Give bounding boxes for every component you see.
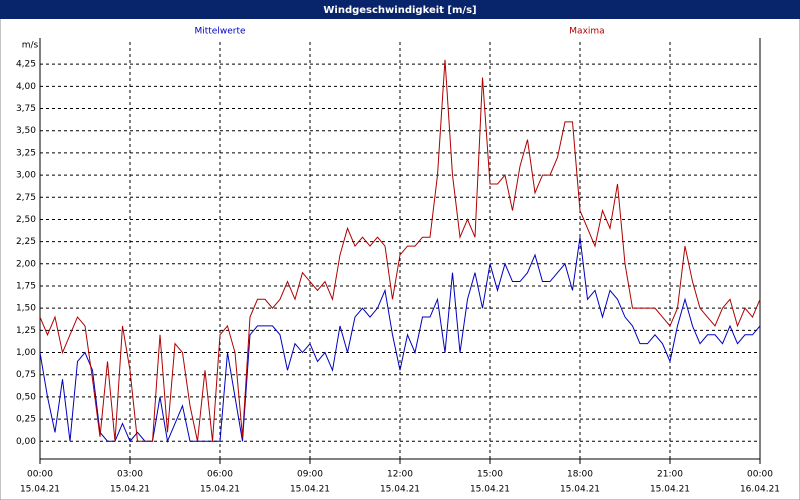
y-tick-label: 0,25	[16, 415, 36, 425]
series-line	[39, 59, 761, 442]
legend-entry: Mittelwerte	[194, 27, 245, 37]
y-tick-label: 3,50	[16, 126, 36, 136]
y-tick-label: 0,50	[16, 392, 36, 402]
x-tick-label: 00:00	[27, 470, 53, 480]
x-tick-label: 12:00	[387, 470, 413, 480]
x-tick-label: 00:00	[747, 470, 773, 480]
y-tick-label: 0,00	[16, 437, 36, 447]
y-tick-label: 3,00	[16, 171, 36, 181]
x-tick-label: 18:00	[567, 470, 593, 480]
y-tick-label: 1,75	[16, 281, 36, 291]
y-axis-label: m/s	[22, 41, 39, 51]
y-tick-label: 4,25	[16, 60, 36, 70]
x-tick-date: 15.04.21	[560, 485, 600, 495]
series-line	[39, 237, 761, 444]
y-tick-label: 0,75	[16, 370, 36, 380]
y-tick-label: 3,25	[16, 148, 36, 158]
x-tick-date: 15.04.21	[200, 485, 240, 495]
x-tick-date: 16.04.21	[740, 485, 780, 495]
x-tick-date: 15.04.21	[20, 485, 60, 495]
x-tick-date: 15.04.21	[110, 485, 150, 495]
x-tick-label: 06:00	[207, 470, 233, 480]
x-tick-date: 15.04.21	[290, 485, 330, 495]
y-tick-label: 2,25	[16, 237, 36, 247]
y-tick-label: 1,25	[16, 326, 36, 336]
x-tick-label: 21:00	[657, 470, 683, 480]
y-tick-label: 1,50	[16, 304, 36, 314]
y-tick-label: 4,00	[16, 82, 36, 92]
x-tick-label: 15:00	[477, 470, 503, 480]
x-tick-date: 15.04.21	[470, 485, 510, 495]
y-tick-label: 2,75	[16, 193, 36, 203]
y-tick-label: 2,00	[16, 259, 36, 269]
x-tick-date: 15.04.21	[650, 485, 690, 495]
chart-title: Windgeschwindigkeit [m/s]	[323, 5, 476, 16]
x-tick-label: 09:00	[297, 470, 323, 480]
title-bar	[0, 0, 800, 19]
y-tick-label: 3,75	[16, 104, 36, 114]
x-tick-date: 15.04.21	[380, 485, 420, 495]
y-tick-label: 1,00	[16, 348, 36, 358]
legend-entry: Maxima	[569, 27, 604, 37]
y-tick-label: 2,50	[16, 215, 36, 225]
x-tick-label: 03:00	[117, 470, 143, 480]
